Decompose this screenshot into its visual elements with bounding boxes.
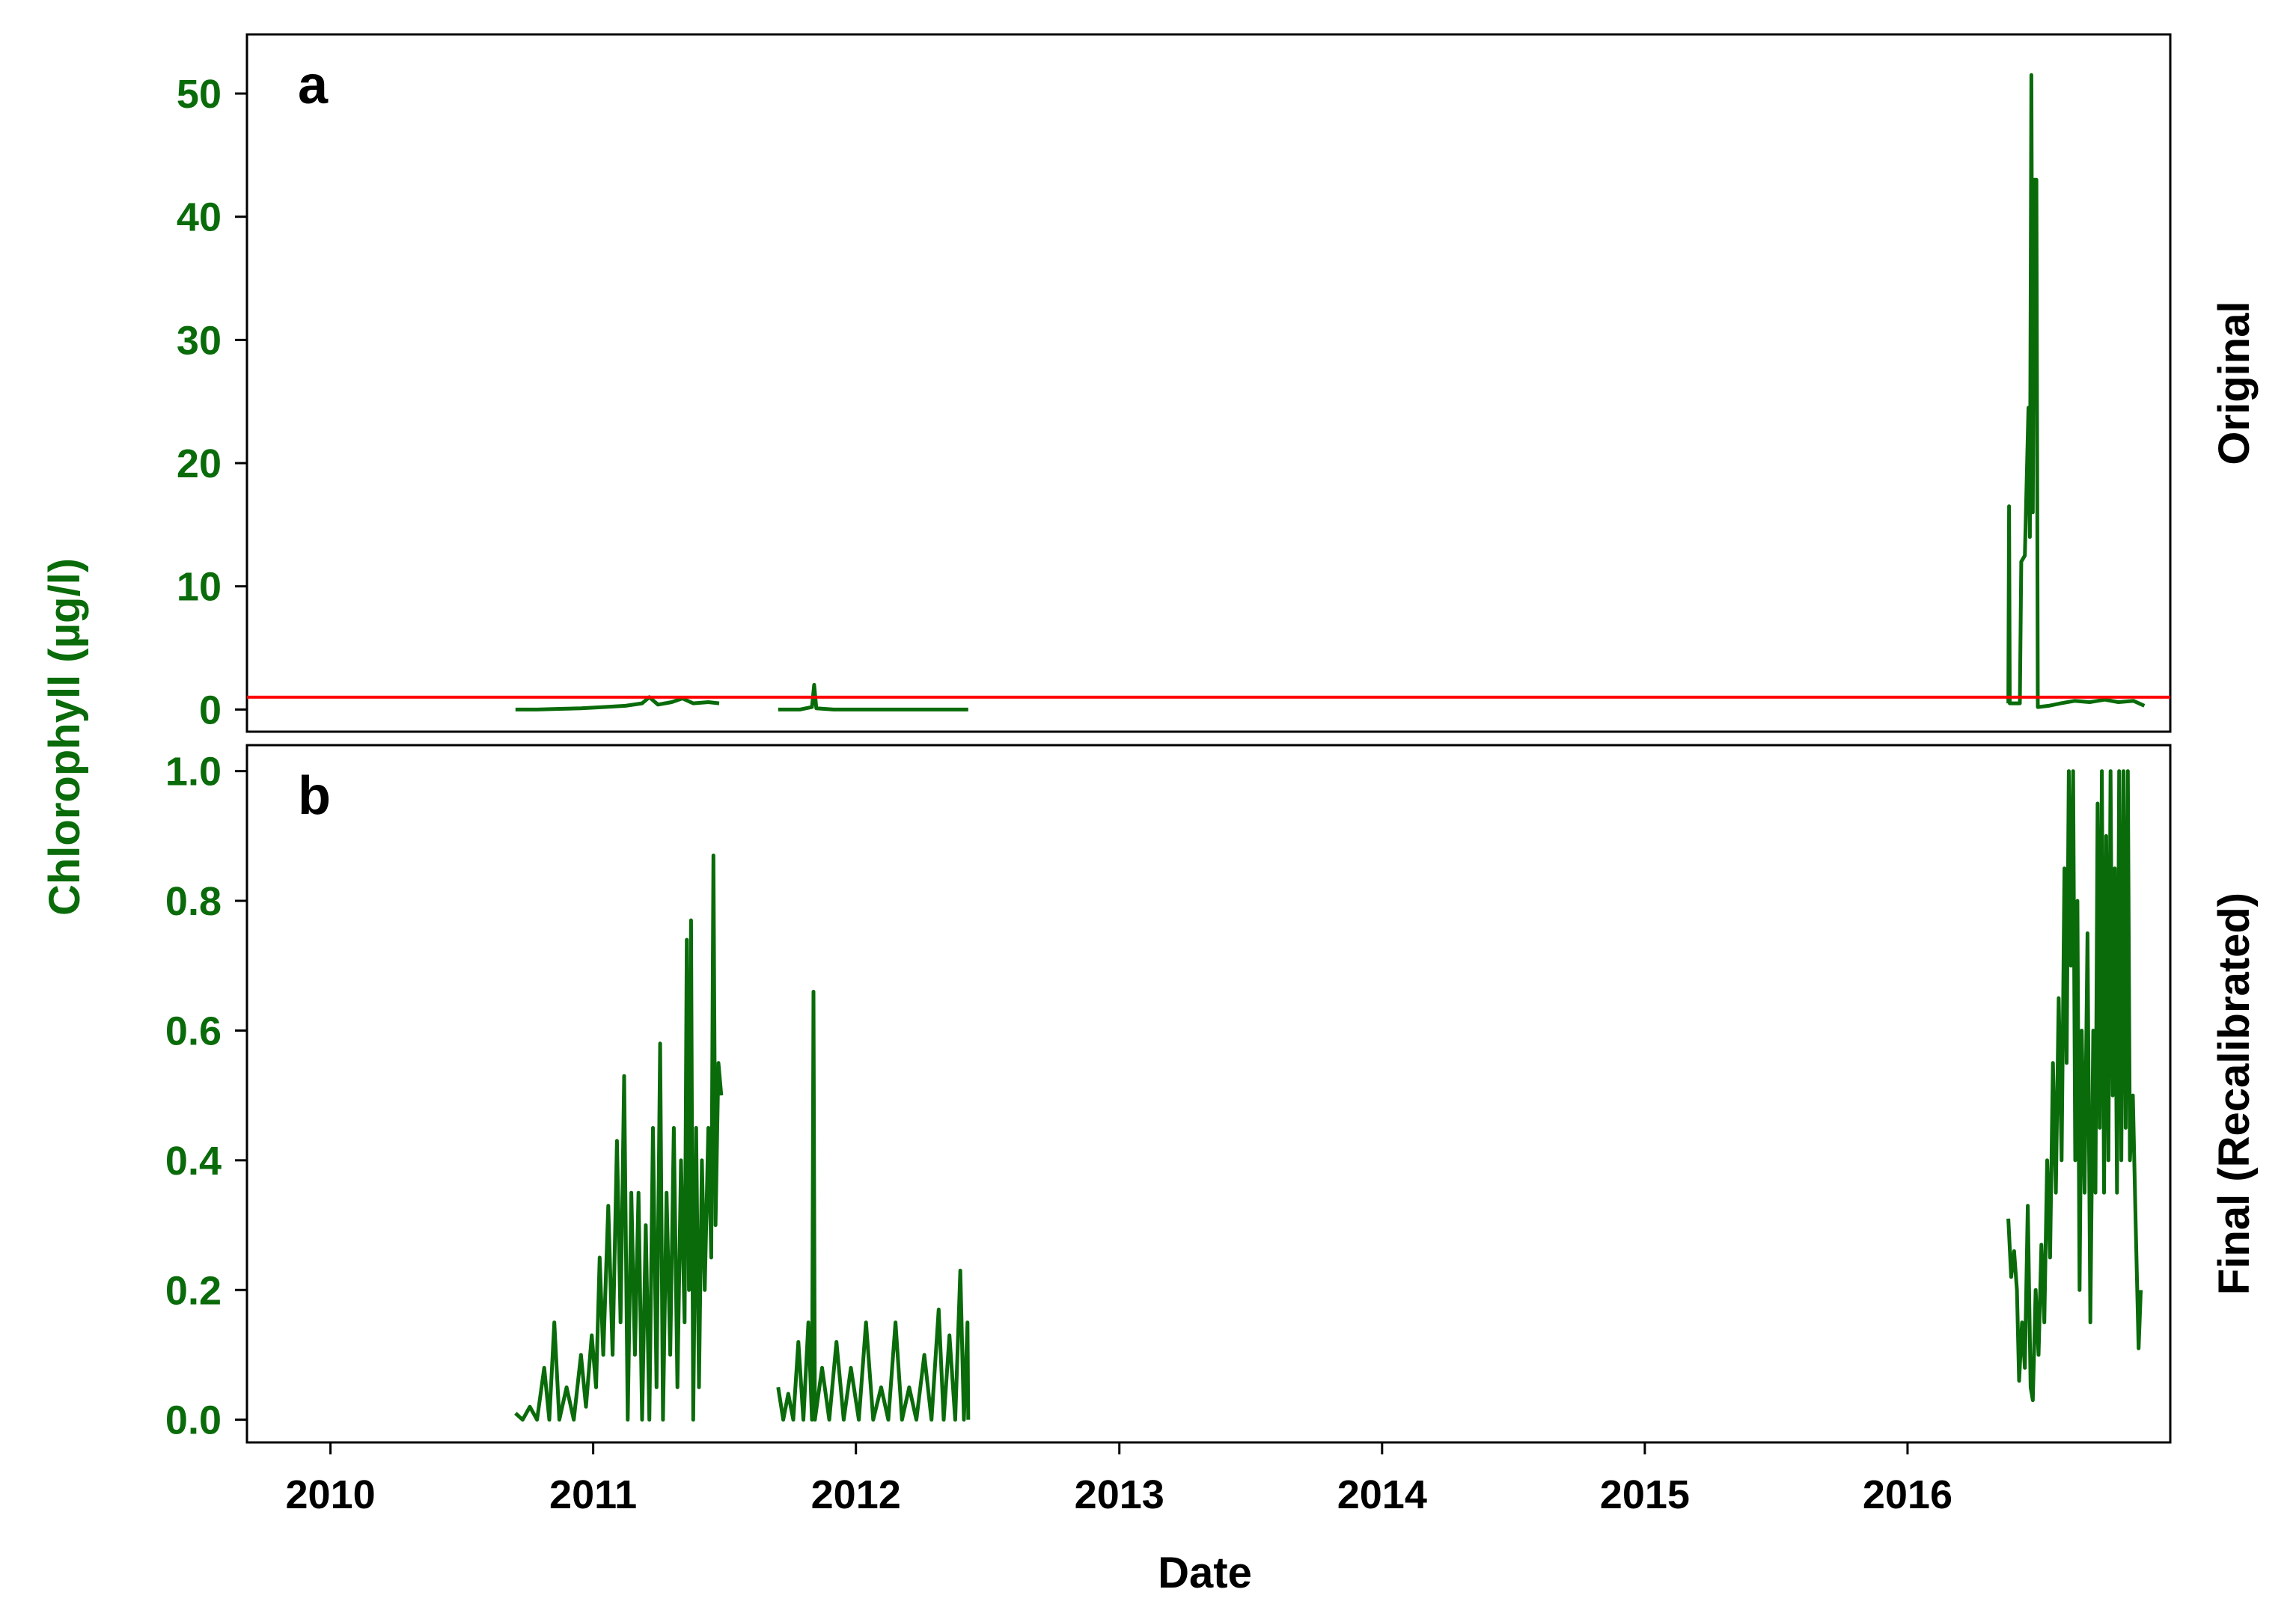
x-tick-label: 2014 — [1337, 1472, 1427, 1517]
panel-a-facet-label: Original — [2210, 301, 2259, 465]
panel-b-y-tick-label: 1.0 — [165, 750, 222, 795]
panel-b-series-line — [514, 769, 2143, 1422]
x-tick-label: 2010 — [286, 1472, 376, 1517]
x-axis-title: Date — [1158, 1549, 1252, 1597]
panel-b-y-tick-label: 0.8 — [165, 879, 222, 924]
panel-b-y-tick-label: 0.2 — [165, 1268, 222, 1313]
y-axis-title: Chlorophyll (µg/l) — [40, 558, 89, 916]
panel-b-y-tick-label: 0.4 — [165, 1139, 222, 1184]
panel-a-y-tick-label: 40 — [177, 195, 222, 240]
panel-b-frame — [245, 744, 2172, 1444]
panel-b-y-tick-label: 0.6 — [165, 1008, 222, 1053]
panel-a: 0 10 20 30 40 50 a Original — [177, 33, 2259, 733]
x-tick-label: 2011 — [549, 1472, 637, 1517]
panel-a-series-line — [515, 73, 2146, 711]
panel-a-y-tick-label: 50 — [177, 72, 222, 117]
panel-b: 0.0 0.2 0.4 0.6 0.8 1.0 b Final (Recalibrated) — [165, 744, 2259, 1444]
x-tick-label: 2016 — [1863, 1472, 1952, 1517]
panel-b-y-tick-label: 0.0 — [165, 1398, 222, 1443]
panel-a-letter: a — [298, 55, 329, 115]
x-axis: 2010 2011 2012 2013 2014 2015 2016 — [286, 1442, 1952, 1517]
panel-a-y-tick-label: 30 — [177, 318, 222, 363]
panel-a-frame — [245, 33, 2172, 733]
panel-b-letter: b — [298, 766, 331, 826]
panel-b-facet-label: Final (Recalibrated) — [2210, 893, 2259, 1295]
panel-a-y-tick-label: 10 — [177, 565, 222, 610]
x-tick-label: 2012 — [811, 1472, 901, 1517]
x-tick-label: 2015 — [1600, 1472, 1690, 1517]
panel-a-y-tick-label: 20 — [177, 441, 222, 486]
panel-a-y-tick-label: 0 — [199, 688, 222, 732]
x-tick-label: 2013 — [1075, 1472, 1164, 1517]
